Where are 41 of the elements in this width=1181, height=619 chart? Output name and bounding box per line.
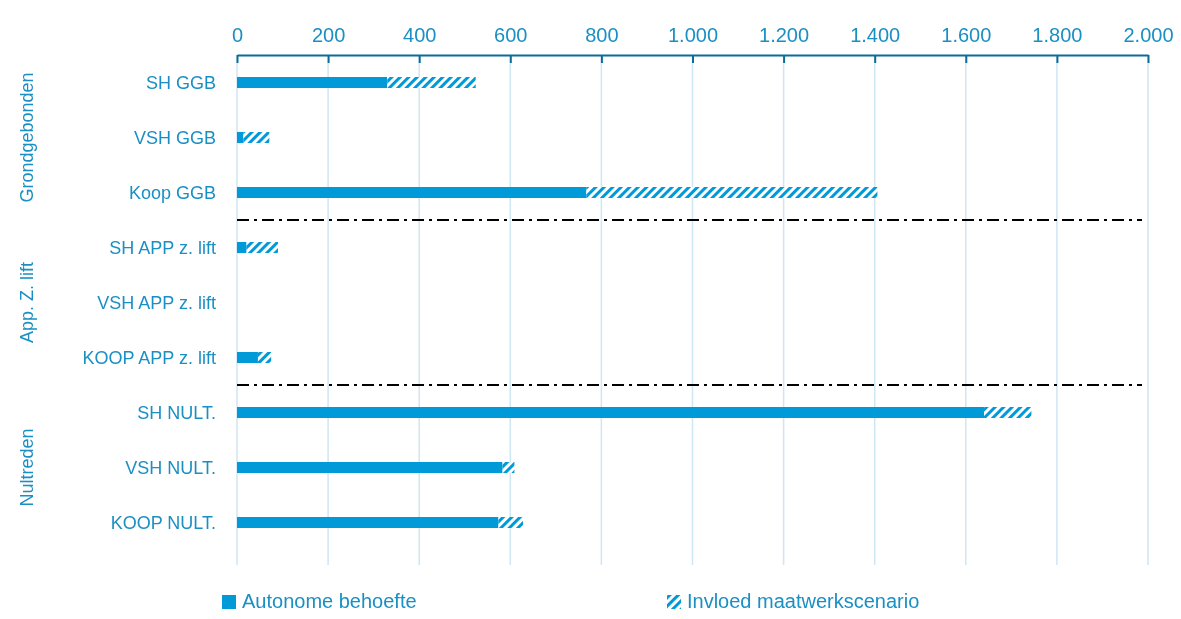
bar: [246, 242, 278, 253]
x-tick-label: 1.400: [850, 24, 901, 46]
x-tick-label: 1.000: [667, 24, 719, 46]
text: Nultreden: [17, 428, 38, 507]
bar: [237, 517, 499, 528]
bar: [237, 132, 244, 143]
y-tick-label: KOOP NULT.: [110, 512, 216, 533]
x-tick-label: 1.200: [759, 24, 810, 46]
y-tick-label: SH GGB: [145, 72, 216, 93]
bar: [586, 187, 878, 198]
bar: [243, 132, 270, 143]
y-tick-label: SH NULT.: [137, 402, 216, 423]
x-tick-label: 1.800: [1032, 24, 1083, 46]
bar: [984, 407, 1032, 418]
legend-label: Autonome behoefte: [242, 590, 417, 612]
legend-label: Invloed maatwerkscenario: [687, 590, 920, 612]
bar: [237, 462, 503, 473]
bar: [237, 407, 985, 418]
x-tick-label: 2.000: [1123, 24, 1174, 46]
text: Grondgebonden: [17, 72, 38, 203]
y-tick-label: VSH NULT.: [125, 457, 216, 478]
y-tick-label: VSH GGB: [133, 127, 216, 148]
bar: [498, 517, 524, 528]
x-tick-label: 0: [231, 24, 244, 46]
x-tick-label: 600: [494, 24, 528, 46]
bar: [237, 77, 388, 88]
x-tick-label: 200: [311, 24, 346, 46]
x-tick-label: 800: [585, 24, 619, 46]
y-tick-label: VSH APP z. lift: [97, 292, 216, 313]
bar: [237, 352, 258, 363]
bar: [237, 187, 587, 198]
bar: [237, 242, 247, 253]
x-tick-label: 400: [403, 24, 437, 46]
y-tick-label: KOOP APP z. lift: [82, 347, 216, 368]
bar: [387, 77, 476, 88]
y-tick-label: Koop GGB: [128, 182, 216, 203]
y-tick-label: SH APP z. lift: [109, 237, 216, 258]
bar: [502, 462, 515, 473]
bar: [257, 352, 272, 363]
text: App. Z. lift: [17, 261, 38, 344]
x-tick-label: 1.600: [941, 24, 992, 46]
